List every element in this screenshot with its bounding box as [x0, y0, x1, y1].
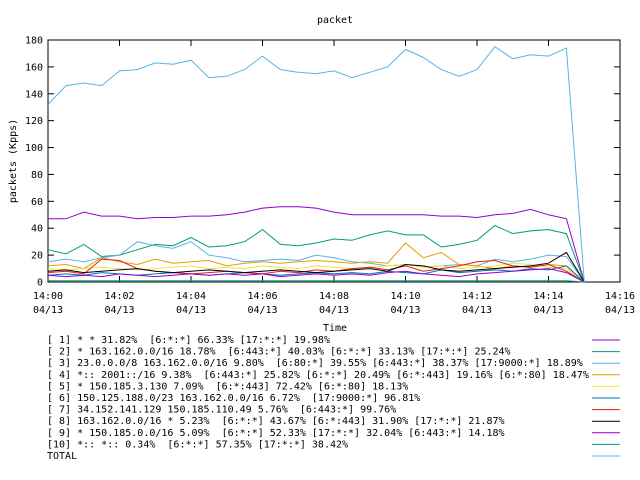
legend-label: [ 3] 23.0.0.0/8 163.162.0.0/16 9.80% [6:…: [47, 358, 583, 369]
legend-label: [ 9] * 150.185.0.0/16 5.09% [6:*:*] 52.3…: [47, 428, 505, 439]
y-tick-label: 100: [25, 143, 43, 154]
x-tick-label: 04/13: [33, 305, 63, 316]
y-tick-label: 40: [31, 224, 43, 235]
x-tick-label: 04/13: [390, 305, 420, 316]
x-axis-label: Time: [323, 323, 347, 334]
chart-title: packet: [317, 15, 353, 26]
legend-label: [ 8] 163.162.0.0/16 * 5.23% [6:*:*] 43.6…: [47, 416, 505, 427]
y-tick-label: 160: [25, 62, 43, 73]
y-tick-label: 80: [31, 170, 43, 181]
x-tick-label: 14:12: [462, 291, 492, 302]
x-tick-label: 14:10: [390, 291, 420, 302]
x-tick-label: 14:08: [319, 291, 349, 302]
x-tick-label: 14:14: [533, 291, 563, 302]
legend-label: [ 2] * 163.162.0.0/16 18.78% [6:443:*] 4…: [47, 347, 511, 358]
legend-label: [ 1] * * 31.82% [6:*:*] 66.33% [17:*:*] …: [47, 335, 330, 346]
x-tick-label: 04/13: [462, 305, 492, 316]
y-tick-label: 20: [31, 251, 43, 262]
legend-label: [ 4] *:: 2001::/16 9.38% [6:443:*] 25.82…: [47, 370, 589, 381]
series-line: [47, 46, 585, 283]
series-line: [47, 241, 585, 283]
y-axis-label: packets (Kpps): [8, 119, 19, 203]
series-line: [47, 251, 585, 283]
x-tick-label: 14:04: [176, 291, 206, 302]
x-tick-label: 14:00: [33, 291, 63, 302]
x-tick-label: 04/13: [319, 305, 349, 316]
x-tick-label: 04/13: [104, 305, 134, 316]
series-line: [47, 262, 585, 283]
y-tick-label: 180: [25, 36, 43, 47]
series-line: [48, 206, 585, 283]
series-line: [48, 280, 585, 283]
series-line: [47, 268, 585, 283]
x-tick-label: 14:16: [605, 291, 635, 302]
legend-label: [10] *:: *:: 0.34% [6:*:*] 57.35% [17:*:…: [47, 439, 348, 450]
y-tick-label: 60: [31, 197, 43, 208]
y-tick-label: 120: [25, 116, 43, 127]
y-tick-label: 0: [37, 278, 43, 289]
plot-border: [47, 39, 621, 283]
x-tick-label: 04/13: [176, 305, 206, 316]
x-tick-label: 14:06: [247, 291, 277, 302]
x-tick-label: 04/13: [247, 305, 277, 316]
legend-label: [ 6] 150.125.188.0/23 163.162.0.0/16 6.7…: [47, 393, 420, 404]
x-tick-label: 04/13: [605, 305, 635, 316]
series-line: [47, 224, 585, 283]
y-tick-label: 140: [25, 89, 43, 100]
x-tick-label: 04/13: [533, 305, 563, 316]
legend-label: [ 7] 34.152.141.129 150.185.110.49 5.76%…: [47, 405, 396, 416]
x-tick-label: 14:02: [104, 291, 134, 302]
legend-label: [ 5] * 150.185.3.130 7.09% [6:*:443] 72.…: [47, 381, 408, 392]
legend-label: TOTAL: [47, 451, 77, 462]
